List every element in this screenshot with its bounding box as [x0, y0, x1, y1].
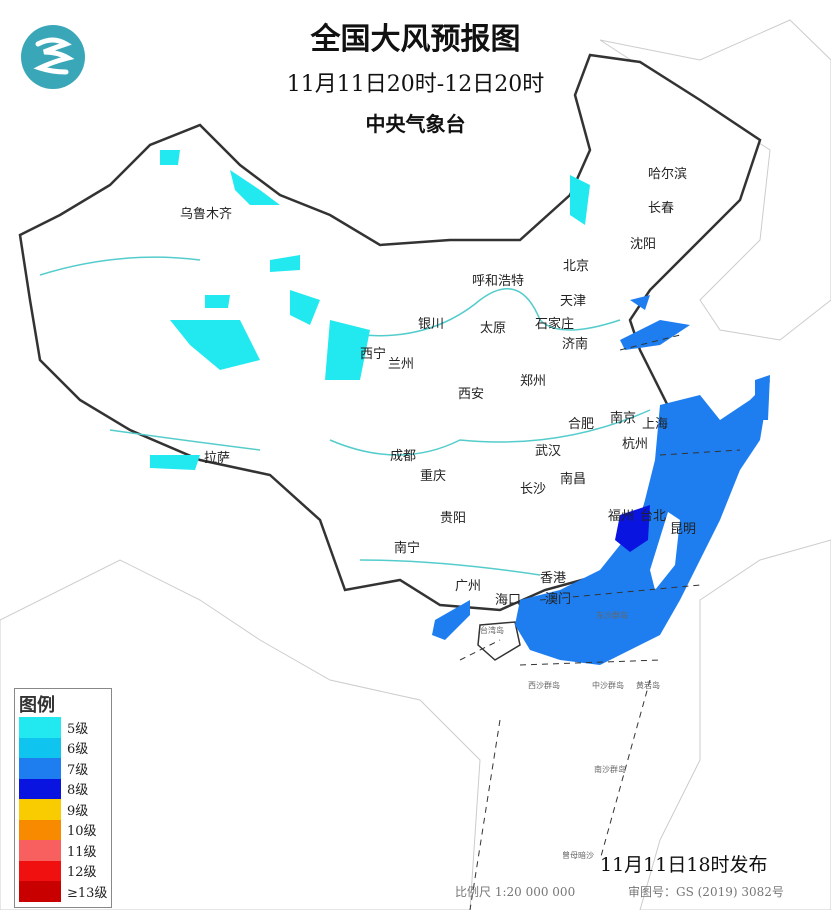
legend-swatch: [19, 881, 61, 902]
legend-label: 7级: [67, 762, 89, 778]
legend-label: 6级: [67, 742, 89, 758]
legend-swatch: [19, 840, 61, 861]
neighbor-land: [639, 539, 831, 910]
map-title: 全国大风预报图: [310, 22, 521, 57]
city-label: 南京: [610, 410, 636, 426]
legend-label: 8级: [67, 783, 89, 799]
legend-swatch: [19, 778, 61, 799]
city-label: 杭州: [622, 437, 648, 452]
city-label: 天津: [560, 294, 586, 309]
map-scale: 比例尺 1:20 000 000: [455, 885, 576, 899]
legend-title: 图例: [19, 695, 55, 716]
legend-label: 10级: [67, 824, 97, 840]
city-label: 郑州: [520, 374, 546, 389]
city-label: 上海: [642, 417, 668, 432]
city-label: 拉萨: [204, 451, 230, 466]
legend-label: 9级: [67, 803, 89, 819]
city-label: 南昌: [560, 471, 586, 487]
legend-item: ≥13级: [15, 881, 111, 902]
map-approval-number: 审图号：GS (2019) 3082号: [628, 885, 784, 899]
city-label: 中沙群岛: [592, 680, 624, 690]
legend-label: ≥13级: [67, 885, 108, 901]
city-label: 长沙: [520, 482, 546, 497]
forecast-period: 11月11日20时-12日20时: [286, 72, 545, 97]
legend-label: 12级: [67, 865, 97, 881]
city-label: 武汉: [535, 444, 561, 459]
legend-swatch: [19, 860, 61, 881]
city-label: 兰州: [388, 357, 414, 372]
city-label: 沈阳: [630, 237, 656, 252]
legend-item: 8级: [15, 778, 111, 799]
legend: 图例 5级 6级 7级 8级 9级 10级 11级 12级 ≥13级: [14, 688, 112, 908]
river: [109, 429, 261, 451]
city-label: 呼和浩特: [472, 274, 524, 289]
city-label: 济南: [562, 336, 588, 352]
issuer: 中央气象台: [365, 112, 466, 136]
legend-label: 11级: [67, 844, 97, 860]
taiwan-no-wind: [650, 512, 680, 590]
neighbor-land: [599, 19, 831, 341]
hainan-island: [477, 621, 521, 661]
city-label: 北京: [563, 259, 589, 274]
legend-swatch: [19, 799, 61, 820]
legend-item: 7级: [15, 758, 111, 779]
city-label: 南沙群岛: [594, 764, 626, 774]
city-label: 西沙群岛: [528, 680, 560, 690]
legend-swatch: [19, 737, 61, 758]
city-label: 东沙群岛: [596, 610, 628, 620]
legend-swatch: [19, 717, 61, 738]
cma-logo-icon: [21, 25, 85, 89]
city-label: 西宁: [360, 346, 386, 362]
legend-swatch: [19, 819, 61, 840]
city-label: 黄岩岛: [636, 680, 660, 690]
city-label: 西安: [458, 387, 484, 402]
legend-item: 6级: [15, 737, 111, 758]
river: [359, 559, 541, 576]
city-label: 台湾岛: [480, 625, 504, 635]
neighbor-land: [0, 559, 481, 910]
city-label: 香港: [540, 571, 566, 586]
wind-area-level5: [150, 150, 590, 470]
city-label: 澳门: [545, 591, 571, 607]
city-label: 曾母暗沙: [562, 850, 594, 860]
city-label: 合肥: [568, 417, 594, 432]
city-label: 哈尔滨: [648, 166, 687, 182]
city-label: 成都: [390, 449, 416, 464]
city-label: 广州: [455, 579, 481, 594]
legend-swatch: [19, 758, 61, 779]
city-label: 太原: [480, 321, 506, 336]
issued-time: 11月11日18时发布: [600, 854, 768, 876]
city-label: 长春: [648, 201, 674, 216]
city-label: 昆明: [670, 522, 696, 537]
city-label: 福州: [608, 509, 634, 524]
legend-item: 12级: [15, 860, 111, 881]
city-label: 南宁: [394, 540, 420, 556]
legend-item: 9级: [15, 799, 111, 820]
river: [39, 256, 201, 276]
city-label: 海口: [495, 593, 521, 608]
city-label: 贵阳: [440, 511, 466, 526]
city-label: 台北: [640, 509, 666, 524]
sea-boundary: [459, 334, 741, 910]
legend-item: 5级: [15, 717, 111, 738]
city-label: 重庆: [420, 468, 446, 484]
wind-area-level8: [615, 505, 650, 552]
legend-label: 5级: [67, 721, 89, 737]
city-label: 石家庄: [535, 316, 574, 332]
city-label: 乌鲁木齐: [180, 206, 232, 222]
legend-item: 11级: [15, 840, 111, 861]
river: [329, 409, 651, 456]
legend-item: 10级: [15, 819, 111, 840]
river: [329, 288, 621, 337]
city-label: 银川: [418, 317, 444, 332]
